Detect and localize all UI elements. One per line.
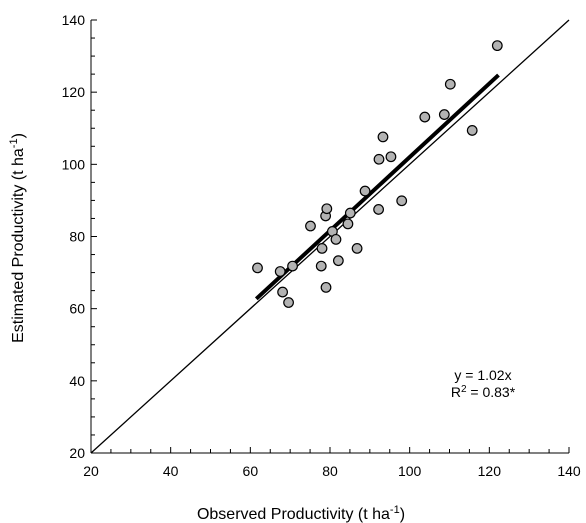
identity-line [90,19,570,454]
data-point [283,297,294,308]
equation-annotation: y = 1.02x [454,367,511,383]
x-tick-label: 100 [398,463,422,479]
x-tick-label: 80 [322,463,338,479]
x-tick-label: 20 [83,463,99,479]
data-point [277,286,288,298]
data-point [419,111,431,123]
reference-lines [90,19,570,454]
y-tick-label: 120 [62,84,86,100]
x-tick-label: 140 [557,463,581,479]
data-point [438,109,450,120]
data-point [377,131,389,143]
data-point [373,153,385,165]
data-points [252,40,503,308]
data-point [444,78,456,90]
regression-line [254,73,500,301]
data-point [252,262,263,274]
tick-labels: 20 40 60 80 100 120 140 20 40 60 80 100 120 140 [62,12,581,479]
data-point [466,125,478,136]
data-point [320,281,332,293]
r-squared-annotation: R2 = 0.83* [451,384,516,401]
y-tick-label: 60 [69,301,85,317]
data-point [342,218,354,230]
x-tick-label: 60 [243,463,259,479]
data-point [330,233,342,245]
data-point [332,255,344,267]
y-tick-label: 100 [62,156,86,172]
y-tick-label: 80 [69,229,85,245]
y-axis-title: Estimated Productivity (t ha-1) [8,133,27,343]
data-point [315,260,327,272]
data-point [274,266,286,277]
tick-marks [90,19,570,454]
data-point [385,151,397,163]
data-point [316,243,328,254]
x-tick-label: 40 [163,463,179,479]
data-point [305,220,316,232]
x-tick-label: 120 [478,463,502,479]
data-point [344,207,356,219]
data-point [491,40,503,52]
data-point [396,195,408,207]
y-tick-label: 140 [62,12,86,28]
data-point [321,203,333,215]
y-tick-label: 40 [69,373,85,389]
data-point [373,204,384,215]
data-point [287,260,298,272]
data-point [351,243,363,254]
data-point [359,185,371,197]
y-tick-label: 20 [69,445,85,461]
x-axis-title: Observed Productivity (t ha-1) [197,504,405,523]
